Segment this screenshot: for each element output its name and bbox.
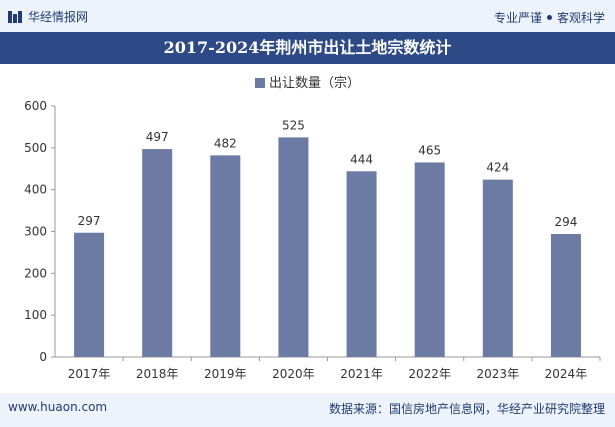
data-label: 424 xyxy=(486,161,509,175)
dot-separator xyxy=(546,15,552,20)
x-tick-label: 2023年 xyxy=(477,367,520,381)
data-label: 525 xyxy=(282,118,305,132)
bar xyxy=(142,149,173,357)
legend-swatch xyxy=(254,78,265,88)
y-tick-label: 0 xyxy=(39,350,47,364)
data-label: 297 xyxy=(78,214,101,228)
bar xyxy=(346,171,377,357)
y-tick-label: 200 xyxy=(24,266,47,280)
bar xyxy=(550,234,581,357)
legend: 出让数量（宗） xyxy=(0,72,615,91)
brand: 华经情报网 xyxy=(8,8,88,25)
footer-source: 数据来源：国信房地产信息网，华经产业研究院整理 xyxy=(328,402,605,416)
tagline: 专业严谨 客观科学 xyxy=(494,9,605,26)
y-tick-label: 500 xyxy=(24,141,47,155)
x-tick-label: 2018年 xyxy=(136,367,179,381)
bar xyxy=(74,232,105,357)
bar xyxy=(278,137,309,357)
y-tick-label: 300 xyxy=(24,225,47,239)
bar-chart: 0 100 200 300 400 500 600 297 2017年 497 2018年 482 2… xyxy=(24,99,601,381)
footer-website[interactable]: www.huaon.com xyxy=(8,400,108,414)
x-tick-label: 2021年 xyxy=(340,367,383,381)
x-tick-label: 2020年 xyxy=(272,367,315,381)
legend-label: 出让数量（宗） xyxy=(268,76,360,91)
data-label: 465 xyxy=(418,143,441,157)
brand-logo-icon xyxy=(8,10,22,23)
y-tick-label: 100 xyxy=(24,308,47,322)
data-label: 482 xyxy=(214,136,237,150)
footer-bar xyxy=(0,393,615,427)
bar xyxy=(210,155,241,357)
y-tick-label: 400 xyxy=(24,183,47,197)
chart-title: 2017-2024年荆州市出让土地宗数统计 xyxy=(0,32,615,64)
bar xyxy=(482,179,513,357)
x-tick-label: 2019年 xyxy=(204,367,247,381)
x-tick-label: 2017年 xyxy=(68,367,111,381)
top-bar xyxy=(0,0,615,32)
data-label: 497 xyxy=(146,130,169,144)
data-label: 444 xyxy=(350,152,373,166)
brand-name: 华经情报网 xyxy=(28,10,89,24)
data-label: 294 xyxy=(554,215,577,229)
tagline-left: 专业严谨 xyxy=(493,11,542,25)
x-tick-label: 2022年 xyxy=(408,367,451,381)
bar xyxy=(414,162,445,357)
x-tick-label: 2024年 xyxy=(545,367,588,381)
tagline-right: 客观科学 xyxy=(556,11,605,25)
y-tick-label: 600 xyxy=(24,99,47,113)
